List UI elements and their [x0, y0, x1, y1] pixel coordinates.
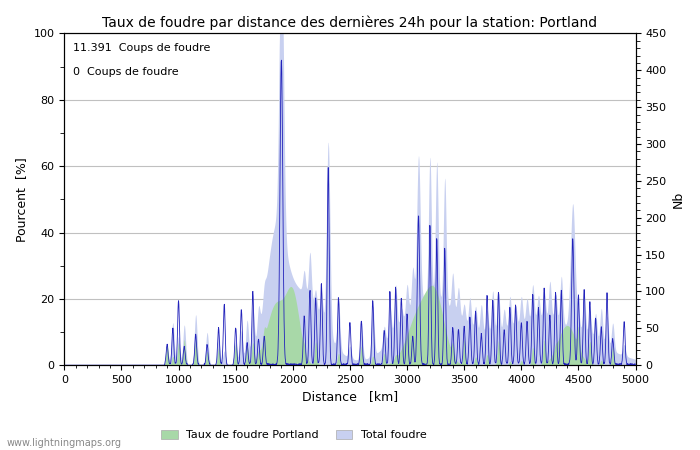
Text: 11.391  Coups de foudre: 11.391 Coups de foudre [73, 43, 210, 54]
Y-axis label: Nb: Nb [672, 191, 685, 208]
Text: 0  Coups de foudre: 0 Coups de foudre [73, 67, 178, 76]
Text: www.lightningmaps.org: www.lightningmaps.org [7, 437, 122, 447]
Legend: Taux de foudre Portland, Total foudre: Taux de foudre Portland, Total foudre [157, 425, 431, 445]
X-axis label: Distance   [km]: Distance [km] [302, 391, 398, 404]
Y-axis label: Pourcent  [%]: Pourcent [%] [15, 157, 28, 242]
Title: Taux de foudre par distance des dernières 24h pour la station: Portland: Taux de foudre par distance des dernière… [102, 15, 598, 30]
